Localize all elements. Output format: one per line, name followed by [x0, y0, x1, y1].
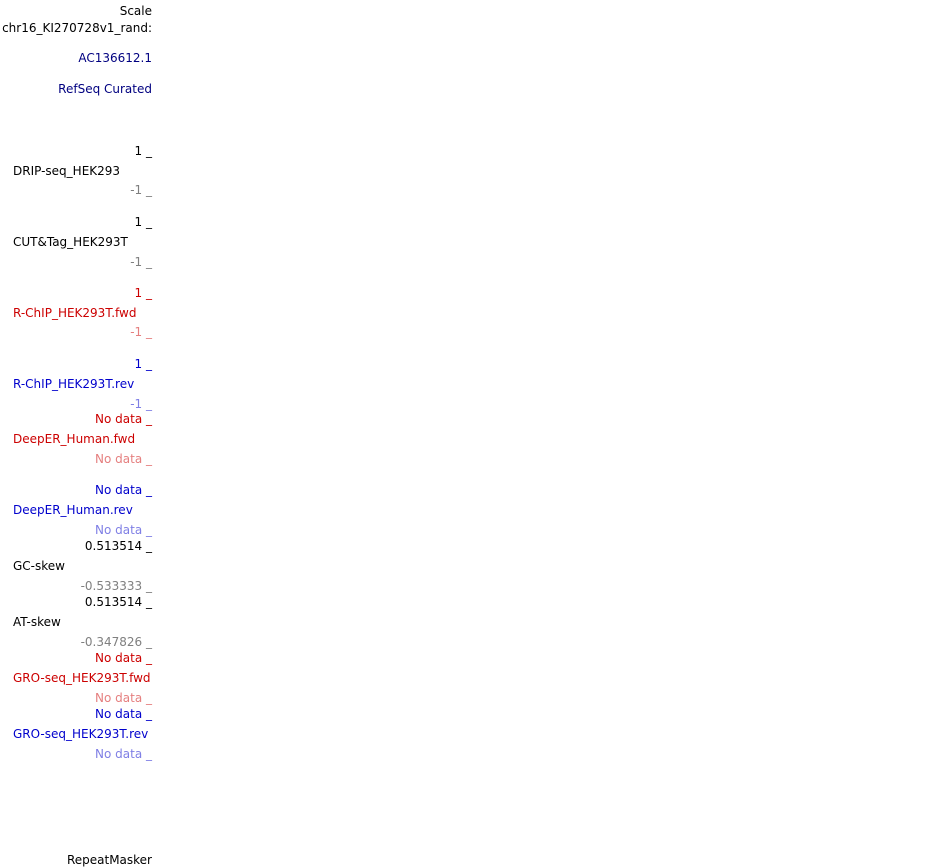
track-refseq-label[interactable]: RefSeq Curated [58, 82, 152, 96]
track-rchip-fwd-max: 1 _ [134, 286, 152, 300]
track-gc-skew-min: -0.533333 _ [80, 579, 152, 593]
track-gro-rev-max: No data _ [95, 707, 152, 721]
track-gro-rev-min: No data _ [95, 747, 152, 761]
track-gro-rev-name[interactable]: GRO-seq_HEK293T.rev [13, 727, 149, 741]
track-gc-skew-name[interactable]: GC-skew [13, 559, 65, 573]
track-deeper-rev-min: No data _ [95, 523, 152, 537]
track-drip-max: 1 _ [134, 144, 152, 158]
track-deeper-fwd-name[interactable]: DeepER_Human.fwd [13, 432, 136, 446]
track-gro-fwd-name[interactable]: GRO-seq_HEK293T.fwd [13, 671, 151, 685]
track-cuttag-name[interactable]: CUT&Tag_HEK293T [13, 235, 128, 249]
track-at-skew-min: -0.347826 _ [80, 635, 152, 649]
track-deeper-fwd-min: No data _ [95, 452, 152, 466]
track-drip-name[interactable]: DRIP-seq_HEK293 [13, 164, 121, 178]
track-cuttag-min: -1 _ [130, 255, 152, 269]
track-rchip-fwd-name[interactable]: R-ChIP_HEK293T.fwd [13, 306, 137, 320]
track-rchip-fwd-min: -1 _ [130, 325, 152, 339]
track-rchip-rev-max: 1 _ [134, 357, 152, 371]
scale-label: Scale [119, 4, 152, 18]
track-at-skew-name[interactable]: AT-skew [13, 615, 61, 629]
track-gro-fwd-min: No data _ [95, 691, 152, 705]
track-at-skew-max: 0.513514 _ [84, 595, 152, 609]
track-repeatmasker-label[interactable]: RepeatMasker [66, 853, 152, 867]
track-cuttag-max: 1 _ [134, 215, 152, 229]
track-gc-skew-max: 0.513514 _ [84, 539, 152, 553]
track-gro-fwd-max: No data _ [95, 651, 152, 665]
chrom-label: chr16_KI270728v1_rand: [2, 21, 152, 35]
track-contig-label[interactable]: AC136612.1 [78, 51, 152, 65]
track-rchip-rev-name[interactable]: R-ChIP_HEK293T.rev [13, 377, 135, 391]
track-deeper-fwd-max: No data _ [95, 412, 152, 426]
track-deeper-rev-max: No data _ [95, 483, 152, 497]
track-deeper-rev-name[interactable]: DeepER_Human.rev [13, 503, 133, 517]
track-rchip-rev-min: -1 _ [130, 397, 152, 411]
track-drip-min: -1 _ [130, 183, 152, 197]
